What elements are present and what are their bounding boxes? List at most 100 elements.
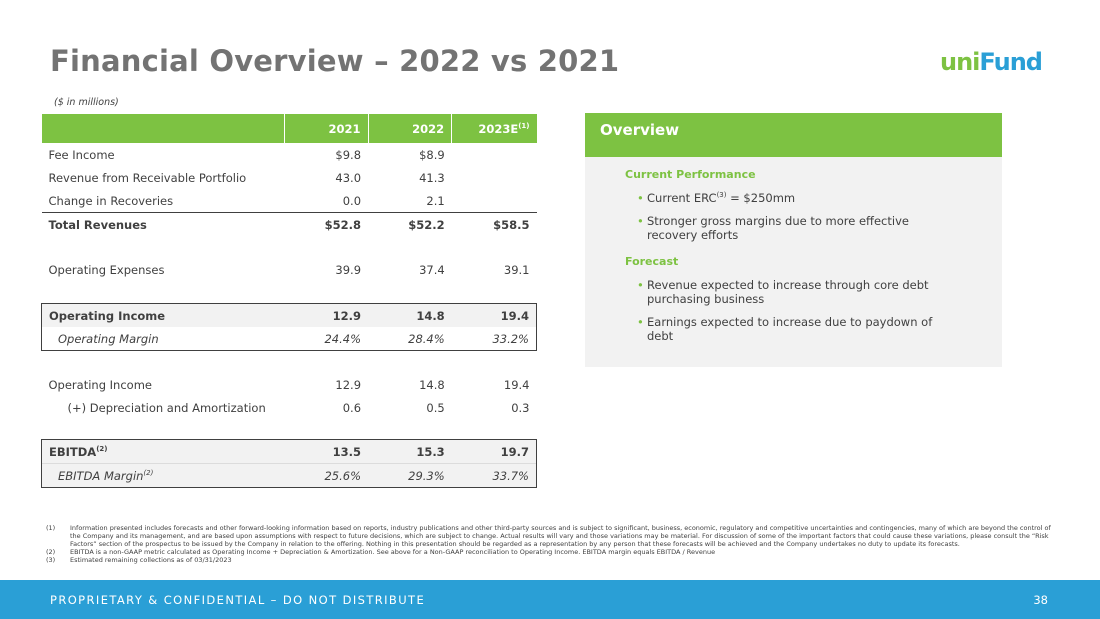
row-ebitda-margin: EBITDA Margin(2) 25.6% 29.3% 33.7% (41, 463, 537, 488)
footer-bar: PROPRIETARY & CONFIDENTIAL – DO NOT DIST… (0, 580, 1100, 619)
row-operating-income-recon: Operating Income 12.9 14.8 19.4 (42, 373, 537, 396)
bullet-dot-icon: • (637, 191, 644, 205)
value-2021: 13.5 (284, 439, 369, 464)
row-label: EBITDA(2) (41, 439, 285, 464)
value-2022: 15.3 (368, 439, 452, 464)
value-2023: 19.4 (451, 303, 537, 327)
spacer-row (42, 236, 537, 258)
value-2022: 2.1 (426, 193, 445, 208)
forecast-title: Forecast (625, 255, 679, 268)
header-2021: 2021 (283, 114, 369, 143)
spacer (42, 351, 537, 374)
footnote-text: Estimated remaining collections as of 03… (70, 556, 232, 564)
spacer (42, 419, 537, 440)
value-2023: 19.4 (503, 377, 530, 392)
footnote-text: EBITDA is a non-GAAP metric calculated a… (70, 548, 716, 556)
value-2023: $58.5 (451, 212, 537, 236)
row-label: Operating Expenses (48, 262, 165, 277)
value-2022: 14.8 (368, 303, 452, 327)
bullet-text: Current ERC (647, 191, 717, 205)
row-label: Operating Income (41, 303, 285, 327)
logo-part-fund: Fund (979, 48, 1043, 76)
financial-table: 2021 2022 2023E(1) Fee Income $9.8 $8.9 … (41, 114, 537, 488)
value-2021: 24.4% (284, 327, 369, 351)
row-fee-income: Fee Income $9.8 $8.9 (42, 143, 537, 166)
spacer-row (42, 351, 537, 374)
page-title: Financial Overview – 2022 vs 2021 (50, 44, 620, 78)
value-2022: $8.9 (419, 147, 445, 162)
header-2023e-footnote: (1) (518, 121, 530, 130)
value-2021: 43.0 (335, 170, 362, 185)
spacer (42, 281, 537, 304)
value-2021: 0.0 (342, 193, 362, 208)
header-2022: 2022 (367, 114, 452, 143)
page-number: 38 (1033, 593, 1048, 607)
value-2021: 0.6 (342, 400, 362, 415)
row-label: Change in Recoveries (48, 193, 174, 208)
footnote-number: (1) (46, 524, 56, 532)
spacer (42, 236, 537, 258)
bullet-revenue-forecast: • Revenue expected to increase through co… (637, 278, 937, 306)
current-performance-title: Current Performance (625, 168, 756, 181)
footnote-number: (3) (46, 556, 56, 564)
header-2023e-label: 2023E (478, 121, 519, 136)
bullet-text: Earnings expected to increase due to pay… (647, 315, 933, 343)
ebitda-margin-label: EBITDA Margin (58, 468, 144, 483)
footnote-number: (2) (46, 548, 56, 556)
row-label: Revenue from Receivable Portfolio (48, 170, 247, 185)
value-2022: 28.4% (368, 327, 452, 351)
value-2023: 0.3 (511, 400, 530, 415)
row-operating-expenses: Operating Expenses 39.9 37.4 39.1 (42, 258, 537, 281)
value-2022: 29.3% (368, 463, 452, 488)
value-2022: 0.5 (426, 400, 445, 415)
unifund-logo: uniFund (940, 48, 1043, 76)
row-label: Operating Margin (41, 327, 285, 351)
row-change-recoveries: Change in Recoveries 0.0 2.1 (42, 189, 537, 213)
ebitda-footnote: (2) (96, 444, 108, 453)
bullet-dot-icon: • (637, 315, 644, 329)
value-2021: $52.8 (284, 212, 369, 236)
bullet-dot-icon: • (637, 278, 644, 292)
bullet-text-end: = $250mm (726, 191, 796, 205)
ebitda-label: EBITDA (49, 444, 97, 459)
value-2023 (452, 166, 537, 189)
row-revenue-portfolio: Revenue from Receivable Portfolio 43.0 4… (42, 166, 537, 189)
row-total-revenues: Total Revenues $52.8 $52.2 $58.5 (41, 212, 537, 236)
value-2021: 12.9 (335, 377, 362, 392)
row-label: Operating Income (48, 377, 152, 392)
row-label: (+) Depreciation and Amortization (67, 400, 266, 415)
table-header-row: 2021 2022 2023E(1) (41, 114, 537, 143)
footnote-1: (1) Information presented includes foreca… (46, 524, 1056, 548)
spacer-row (42, 281, 537, 304)
value-2023: 33.7% (451, 463, 537, 488)
row-operating-income: Operating Income 12.9 14.8 19.4 (41, 303, 537, 327)
bullet-earnings-forecast: • Earnings expected to increase due to pa… (637, 315, 937, 343)
bullet-dot-icon: • (637, 214, 644, 228)
value-2021: $9.8 (335, 147, 362, 162)
bullet-gross-margins: • Stronger gross margins due to more effe… (637, 214, 937, 242)
value-2021: 25.6% (284, 463, 369, 488)
row-ebitda: EBITDA(2) 13.5 15.3 19.7 (41, 439, 537, 464)
row-operating-margin: Operating Margin 24.4% 28.4% 33.2% (41, 327, 537, 351)
row-label: EBITDA Margin(2) (41, 463, 285, 488)
value-2023 (452, 143, 537, 166)
value-2023: 19.7 (451, 439, 537, 464)
value-2022: 37.4 (419, 262, 445, 277)
spacer-row (42, 419, 537, 440)
bullet-text: Revenue expected to increase through cor… (647, 278, 929, 306)
value-2021: 39.9 (335, 262, 362, 277)
overview-panel: Overview Current Performance • Current ER… (585, 113, 1002, 367)
value-2022: $52.2 (368, 212, 452, 236)
value-2023: 33.2% (451, 327, 537, 351)
header-2023e: 2023E(1) (451, 114, 537, 143)
value-2021: 12.9 (284, 303, 369, 327)
erc-footnote: (3) (716, 191, 727, 200)
units-note: ($ in millions) (54, 97, 119, 108)
row-depreciation: (+) Depreciation and Amortization 0.6 0.… (42, 396, 537, 419)
header-blank (41, 114, 285, 143)
value-2023 (452, 189, 537, 213)
bullet-text: Stronger gross margins due to more effec… (647, 214, 909, 242)
footnote-2: (2) EBITDA is a non-GAAP metric calculate… (46, 548, 1056, 556)
value-2022: 41.3 (419, 170, 445, 185)
row-label: Total Revenues (41, 212, 285, 236)
